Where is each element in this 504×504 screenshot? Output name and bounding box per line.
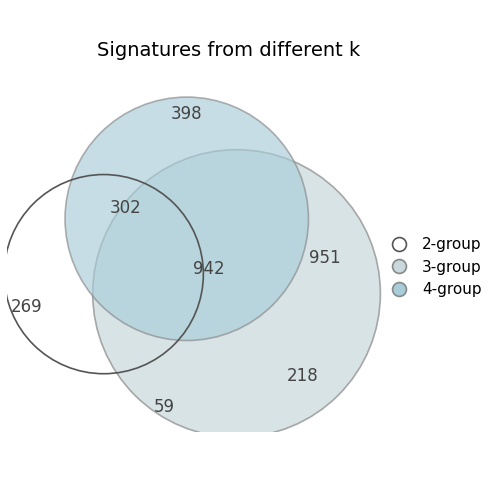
Title: Signatures from different k: Signatures from different k: [97, 40, 360, 59]
Text: 951: 951: [309, 248, 341, 267]
Text: 218: 218: [287, 367, 319, 386]
Legend: 2-group, 3-group, 4-group: 2-group, 3-group, 4-group: [377, 231, 488, 303]
Circle shape: [65, 97, 308, 341]
Text: 398: 398: [171, 105, 203, 122]
Text: 269: 269: [11, 298, 42, 317]
Text: 942: 942: [193, 260, 225, 278]
Circle shape: [93, 150, 381, 437]
Text: 302: 302: [110, 199, 142, 217]
Text: 59: 59: [154, 398, 175, 416]
